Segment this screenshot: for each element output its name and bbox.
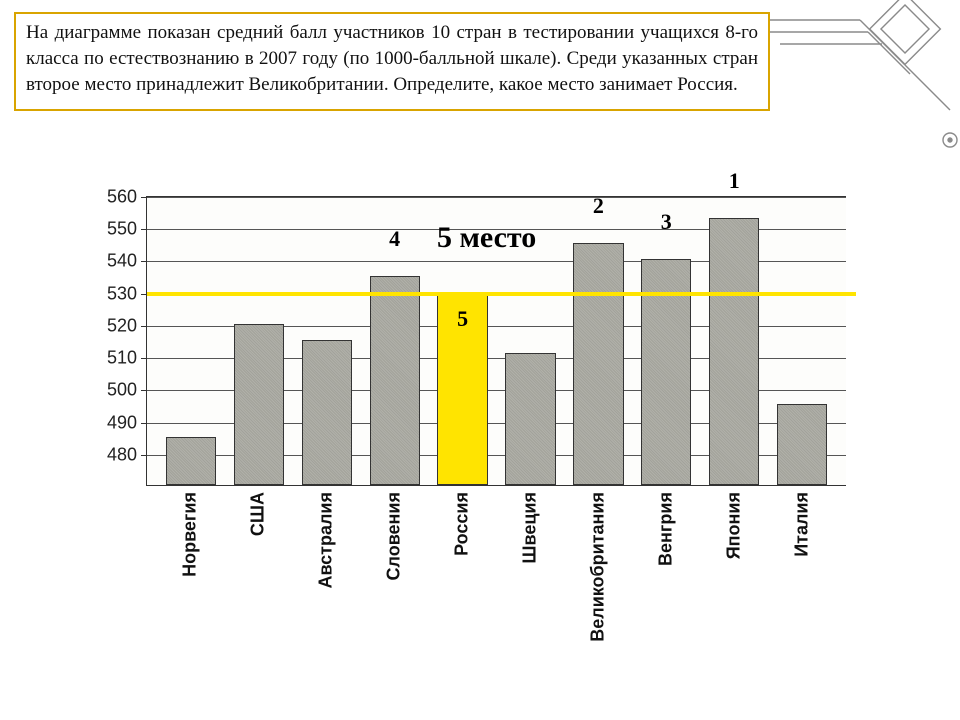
highlight-line (147, 292, 856, 296)
bar-slot (225, 324, 293, 485)
bar-1 (234, 324, 284, 485)
decoration-circuit (740, 0, 960, 170)
problem-text: На диаграмме показан средний балл участн… (26, 20, 758, 99)
bar-6 (573, 243, 623, 485)
x-axis-label: Россия (452, 492, 473, 556)
rank-annotation: 2 (593, 193, 604, 219)
rank-annotation: 3 (661, 209, 672, 235)
bar-slot (157, 437, 225, 485)
rank-annotation: 4 (389, 226, 400, 252)
bar-slot: 2 (564, 243, 632, 485)
bar-slot (293, 340, 361, 485)
x-axis-label: Швеция (520, 492, 541, 564)
bar-slot (768, 404, 836, 485)
x-axis-label: Австралия (316, 492, 337, 588)
y-axis-label: 500 (107, 380, 137, 401)
bar-8 (709, 218, 759, 485)
y-axis-label: 480 (107, 444, 137, 465)
bar-chart: 4 5 2 3 1 5 место 480 490 500 510 520 530 540 550 56… (56, 176, 866, 676)
rank-annotation: 1 (729, 168, 740, 194)
y-axis-label: 560 (107, 187, 137, 208)
bar-2 (302, 340, 352, 485)
plot-area: 45231 5 место 48049050051052053054055056… (146, 196, 846, 486)
y-axis-label: 490 (107, 412, 137, 433)
answer-label: 5 место (437, 221, 536, 255)
bar-slot: 1 (700, 218, 768, 485)
rank-annotation: 5 (457, 306, 468, 332)
bar-0 (166, 437, 216, 485)
y-axis-label: 530 (107, 283, 137, 304)
x-axis-label: Великобритания (588, 492, 609, 642)
y-axis-label: 550 (107, 219, 137, 240)
bar-9 (777, 404, 827, 485)
bar-3 (370, 276, 420, 485)
x-axis-label: Япония (724, 492, 745, 559)
x-axis-label: Италия (792, 492, 813, 557)
problem-box: На диаграмме показан средний балл участн… (14, 12, 770, 111)
y-axis-label: 520 (107, 315, 137, 336)
y-axis-label: 510 (107, 348, 137, 369)
bar-slot (497, 353, 565, 485)
x-axis-label: США (248, 492, 269, 536)
bar-slot: 4 (361, 276, 429, 485)
bar-slot: 5 (429, 292, 497, 485)
y-axis-label: 540 (107, 251, 137, 272)
x-axis-label: Норвегия (180, 492, 201, 577)
x-axis-label: Словения (384, 492, 405, 580)
bar-5 (505, 353, 555, 485)
x-axis-label: Венгрия (656, 492, 677, 566)
